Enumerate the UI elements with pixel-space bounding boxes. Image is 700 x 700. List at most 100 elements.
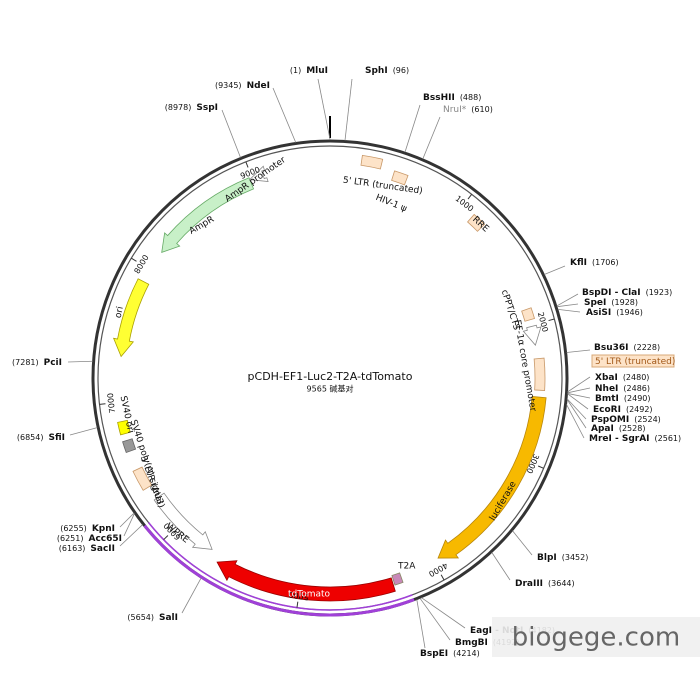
site-name: SalI: [159, 613, 178, 623]
site-line: [512, 530, 533, 556]
site-label: (6251) Acc65I: [57, 534, 122, 544]
site-name: SfiI: [48, 433, 65, 443]
site-line: [566, 399, 587, 429]
site-position: (1706): [592, 258, 619, 267]
ruler-tick: [163, 535, 169, 541]
feature: [248, 165, 269, 182]
site-position: (1928): [611, 298, 638, 307]
site-label: BspEI (4214): [420, 649, 480, 659]
feature: [360, 154, 384, 170]
ruler-tick: [245, 161, 249, 168]
site-position: (2486): [623, 384, 650, 393]
feature-tag: [591, 354, 675, 368]
site-line: [181, 577, 202, 614]
backbone-highlight: [143, 524, 415, 617]
site-line: [544, 265, 566, 275]
site-position: (2480): [623, 373, 650, 382]
feature: [112, 278, 150, 358]
feature: [391, 572, 404, 586]
site-label: (5654) SalI: [127, 613, 178, 623]
feature: [437, 396, 547, 559]
site-label: Bsu36I (2228): [594, 343, 660, 353]
site-label: BssHII (488): [423, 93, 481, 103]
site-position: (3452): [562, 553, 589, 562]
feature: [161, 177, 255, 253]
site-position: (2561): [655, 434, 682, 443]
ruler-tick: [537, 465, 544, 469]
site-position: (6163): [59, 544, 86, 553]
site-line: [491, 552, 511, 581]
site-name: MreI - SgrAI: [589, 434, 650, 444]
site-line: [221, 109, 241, 158]
site-position: (2490): [624, 394, 651, 403]
site-name: NdeI: [247, 81, 270, 91]
site-name: Acc65I: [88, 534, 122, 544]
site-label: SpeI (1928): [584, 298, 638, 308]
site-label: (6163) SacII: [59, 544, 115, 554]
watermark: biogege.com: [512, 623, 680, 653]
feature: [153, 492, 213, 550]
site-name: XbaI: [595, 373, 618, 383]
feature-shapes: [112, 154, 547, 602]
site-label: (7281) PciI: [12, 358, 62, 368]
site-name: EcoRI: [593, 405, 621, 415]
site-name: AsiSI: [586, 308, 611, 318]
site-label: BspDI - ClaI (1923): [582, 288, 672, 298]
ruler-label: 8000: [133, 253, 151, 275]
ruler-tick: [99, 403, 106, 405]
site-position: (610): [471, 105, 493, 114]
feature-label: ori: [114, 306, 126, 320]
feature-label: T2A: [397, 562, 416, 572]
site-name: Bsu36I: [594, 343, 629, 353]
feature-label: RRE: [470, 215, 490, 235]
site-position: (96): [393, 66, 409, 75]
ruler-tick: [467, 193, 473, 200]
site-name: BlpI: [537, 553, 557, 563]
site-line: [567, 387, 591, 394]
site-line: [557, 303, 579, 308]
site-name: KflI: [570, 258, 587, 268]
site-label: (1) MluI: [290, 66, 328, 76]
feature: [216, 560, 396, 602]
site-line: [123, 513, 135, 537]
ruler-tick: [440, 574, 445, 581]
site-name: SpeI: [584, 298, 606, 308]
site-position: (488): [460, 93, 482, 102]
site-line: [557, 308, 581, 313]
ruler-label: 1000: [454, 194, 476, 214]
site-label: (6255) KpnI: [60, 524, 115, 534]
site-label: AsiSI (1946): [586, 308, 643, 318]
site-name: SacII: [90, 544, 115, 554]
site-line: [404, 104, 421, 153]
feature-label: 5' LTR (truncated): [342, 176, 423, 197]
site-name: ApaI: [591, 424, 614, 434]
site-position: (4214): [453, 649, 480, 658]
site-name: SspI: [196, 103, 218, 113]
feature-label: HIV-1 ψ: [374, 193, 408, 215]
feature: [132, 466, 153, 491]
site-name: BspDI - ClaI: [582, 288, 641, 298]
site-line: [566, 398, 587, 420]
site-label: (9345) NdeI: [215, 81, 270, 91]
site-line: [272, 87, 297, 143]
site-line: [567, 393, 591, 399]
site-line: [566, 349, 591, 353]
ruler-tick: [548, 318, 555, 322]
site-position: (6854): [17, 433, 44, 442]
site-label: BmtI (2490): [595, 394, 651, 404]
site-label: MreI - SgrAI (2561): [589, 434, 681, 444]
feature: [466, 213, 486, 232]
feature-label: 5' LTR (truncated): [595, 357, 675, 367]
site-label: BlpI (3452): [537, 553, 588, 563]
feature: [391, 170, 409, 186]
site-name: BspEI: [420, 649, 448, 659]
site-name: BmgBI: [455, 638, 488, 648]
feature: [521, 307, 536, 322]
site-name: DraIII: [515, 579, 543, 589]
site-label: ApaI (2528): [591, 424, 645, 434]
site-position: (6255): [60, 524, 87, 533]
site-name: NruI*: [443, 105, 467, 115]
feature-label: tdTomato: [288, 590, 331, 600]
